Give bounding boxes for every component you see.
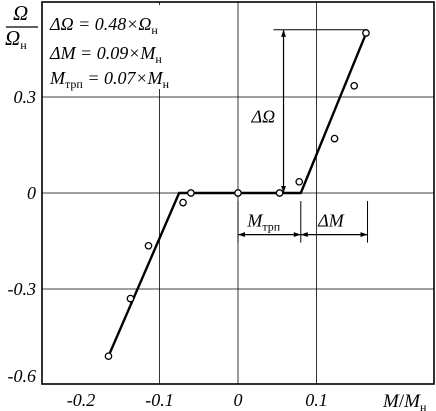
x-axis-label: M/Mн: [382, 391, 427, 411]
data-point-10: [362, 29, 370, 37]
data-point-1: [126, 294, 135, 303]
data-point-4: [187, 189, 195, 197]
data-point-6: [275, 189, 284, 197]
x-tick-label-0: -0.2: [67, 390, 96, 410]
delta-omega-label: ΔΩ: [251, 107, 276, 127]
data-point-8: [330, 134, 339, 143]
data-point-9: [350, 81, 359, 90]
delta-m-label: ΔM: [317, 211, 345, 231]
y-tick-label-0: 0.3: [14, 87, 37, 107]
legend-text: ΔΩ = 0.48×Ωн ΔM = 0.09×Mн Mтрп = 0.07×Mн: [46, 5, 202, 91]
legend-line-1: ΔΩ = 0.48×Ωн: [49, 14, 158, 37]
y-tick-label-2: -0.3: [8, 279, 37, 299]
x-tick-label-2: 0: [234, 390, 243, 410]
data-point-0: [104, 352, 113, 361]
legend-line-2: ΔM = 0.09×Mн: [49, 43, 162, 66]
legend-line-3: Mтрп = 0.07×Mн: [49, 68, 170, 91]
m-trp-label: Mтрп: [246, 211, 280, 234]
y-tick-label-1: 0: [27, 183, 36, 203]
data-point-5: [234, 189, 242, 197]
dimension-annotations: ΔΩ Mтрп ΔM: [237, 29, 369, 243]
data-point-2: [144, 241, 153, 250]
x-tick-label-3: 0.1: [305, 390, 328, 410]
y-axis-label: Ω Ωн: [5, 1, 38, 52]
series-layer: [104, 29, 370, 361]
y-tick-label-3: -0.6: [8, 366, 37, 386]
x-tick-label-1: -0.1: [145, 390, 174, 410]
tick-labels: -0.2 -0.1 0 0.1 0.3 0 -0.3 -0.6: [8, 87, 328, 410]
grid: [42, 2, 434, 384]
y-label-numerator: Ω: [13, 1, 28, 25]
data-point-3: [179, 198, 187, 207]
data-point-7: [295, 177, 304, 186]
legend-background: [46, 5, 202, 89]
y-label-denominator: Ωн: [5, 26, 27, 52]
